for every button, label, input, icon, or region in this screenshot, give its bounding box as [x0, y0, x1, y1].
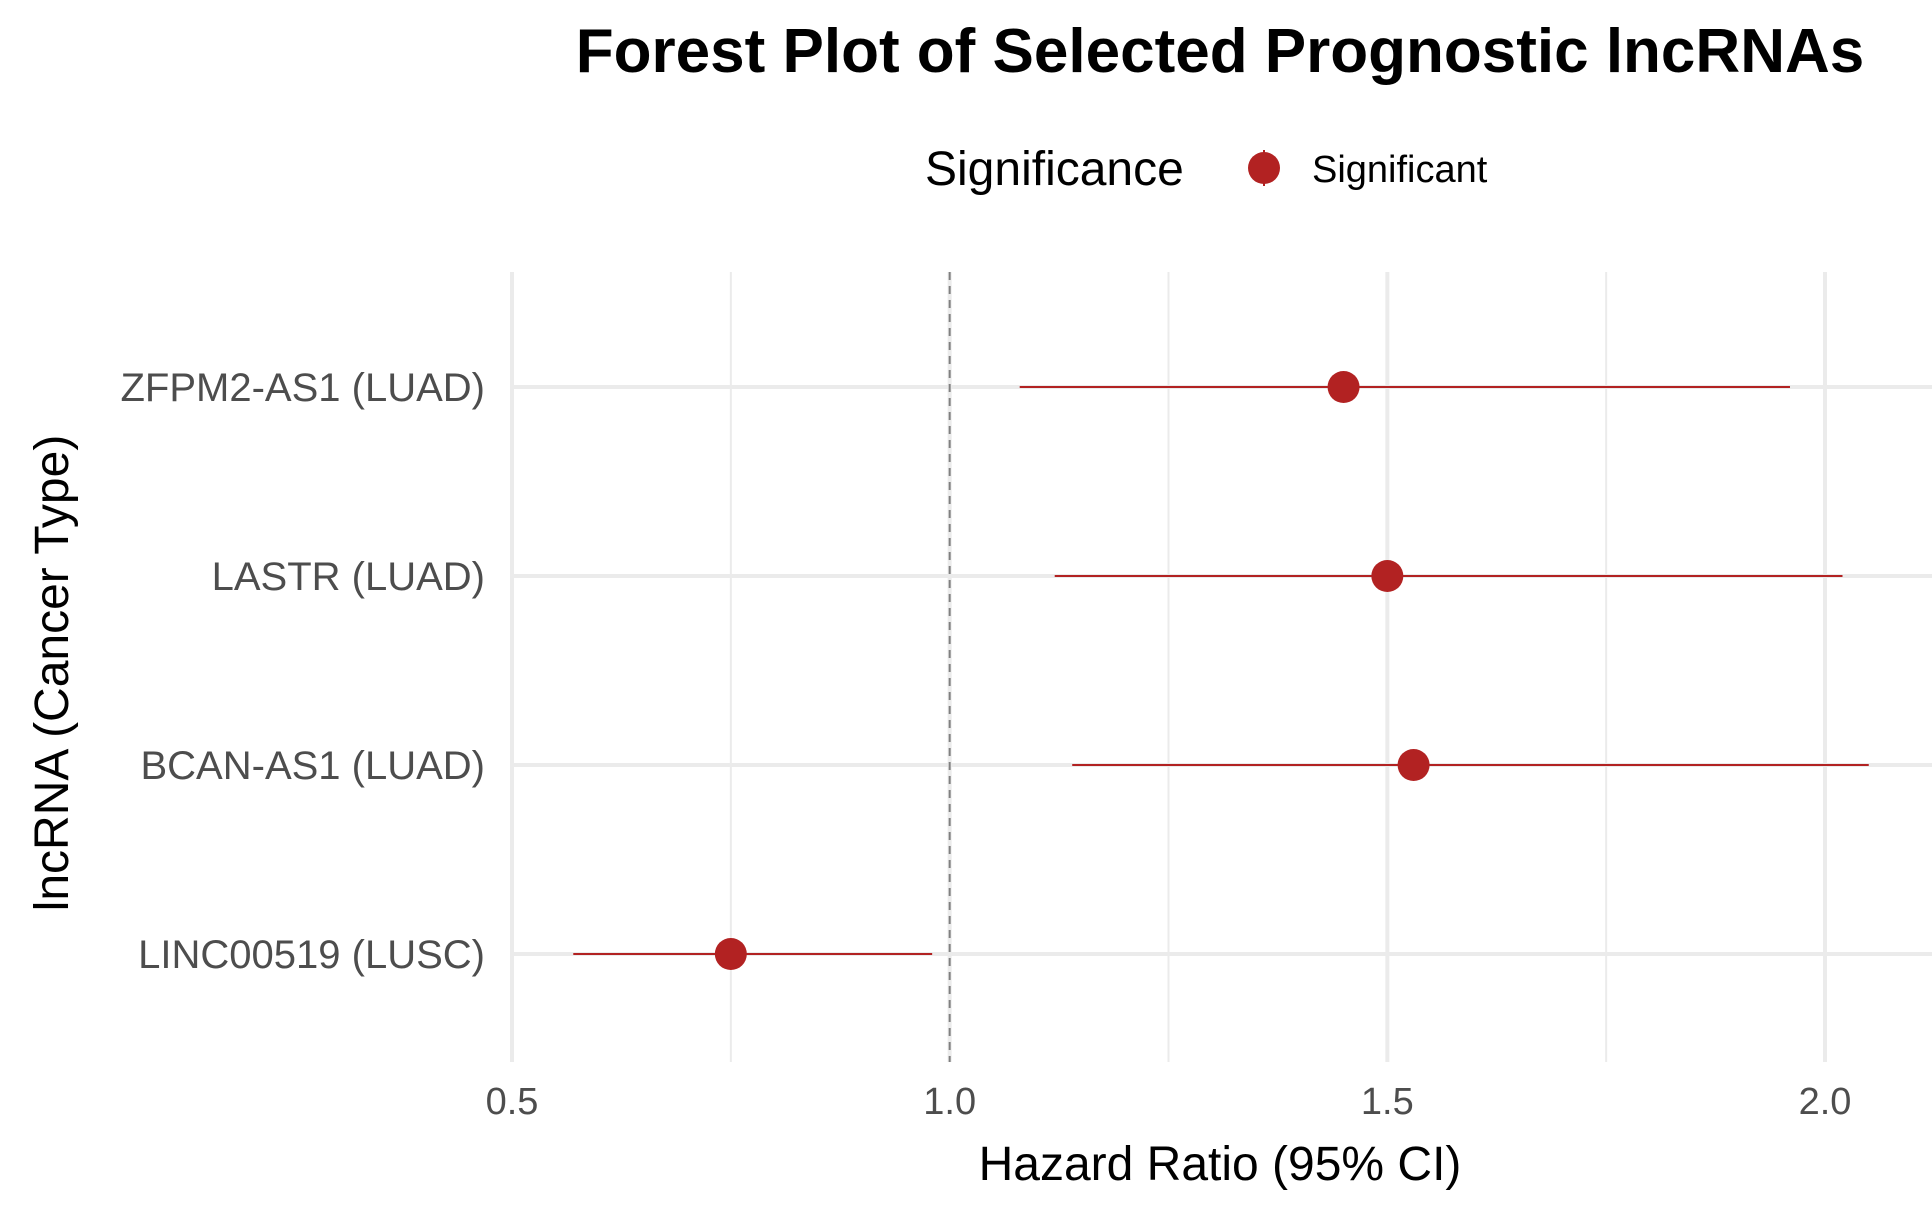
- x-tick-label-0: 0.5: [486, 1081, 539, 1123]
- legend-title: Significance: [925, 143, 1184, 196]
- hr-point-2: [1397, 749, 1430, 781]
- y-tick-label-3: LINC00519 (LUSC): [138, 933, 485, 977]
- y-axis-tick-labels: ZFPM2-AS1 (LUAD) LASTR (LUAD) BCAN-AS1 (LU…: [121, 366, 486, 977]
- legend: Significance Significant: [925, 143, 1488, 196]
- y-tick-label-2: BCAN-AS1 (LUAD): [140, 744, 485, 788]
- x-tick-label-3: 2.0: [1799, 1081, 1852, 1123]
- x-tick-label-2: 1.5: [1361, 1081, 1414, 1123]
- legend-label-significant: Significant: [1312, 149, 1488, 191]
- chart-title: Forest Plot of Selected Prognostic lncRN…: [576, 17, 1864, 86]
- x-axis-tick-labels: 0.5 1.0 1.5 2.0: [486, 1081, 1852, 1123]
- y-tick-label-1: LASTR (LUAD): [212, 555, 485, 599]
- x-axis-label: Hazard Ratio (95% CI): [979, 1138, 1462, 1191]
- y-axis-label: lncRNA (Cancer Type): [26, 435, 79, 912]
- hr-point-3: [714, 938, 747, 970]
- data-marks: [573, 371, 1869, 970]
- hr-point-0: [1327, 371, 1360, 403]
- hr-point-1: [1371, 560, 1404, 592]
- y-tick-label-0: ZFPM2-AS1 (LUAD): [121, 366, 486, 410]
- x-tick-label-1: 1.0: [923, 1081, 976, 1123]
